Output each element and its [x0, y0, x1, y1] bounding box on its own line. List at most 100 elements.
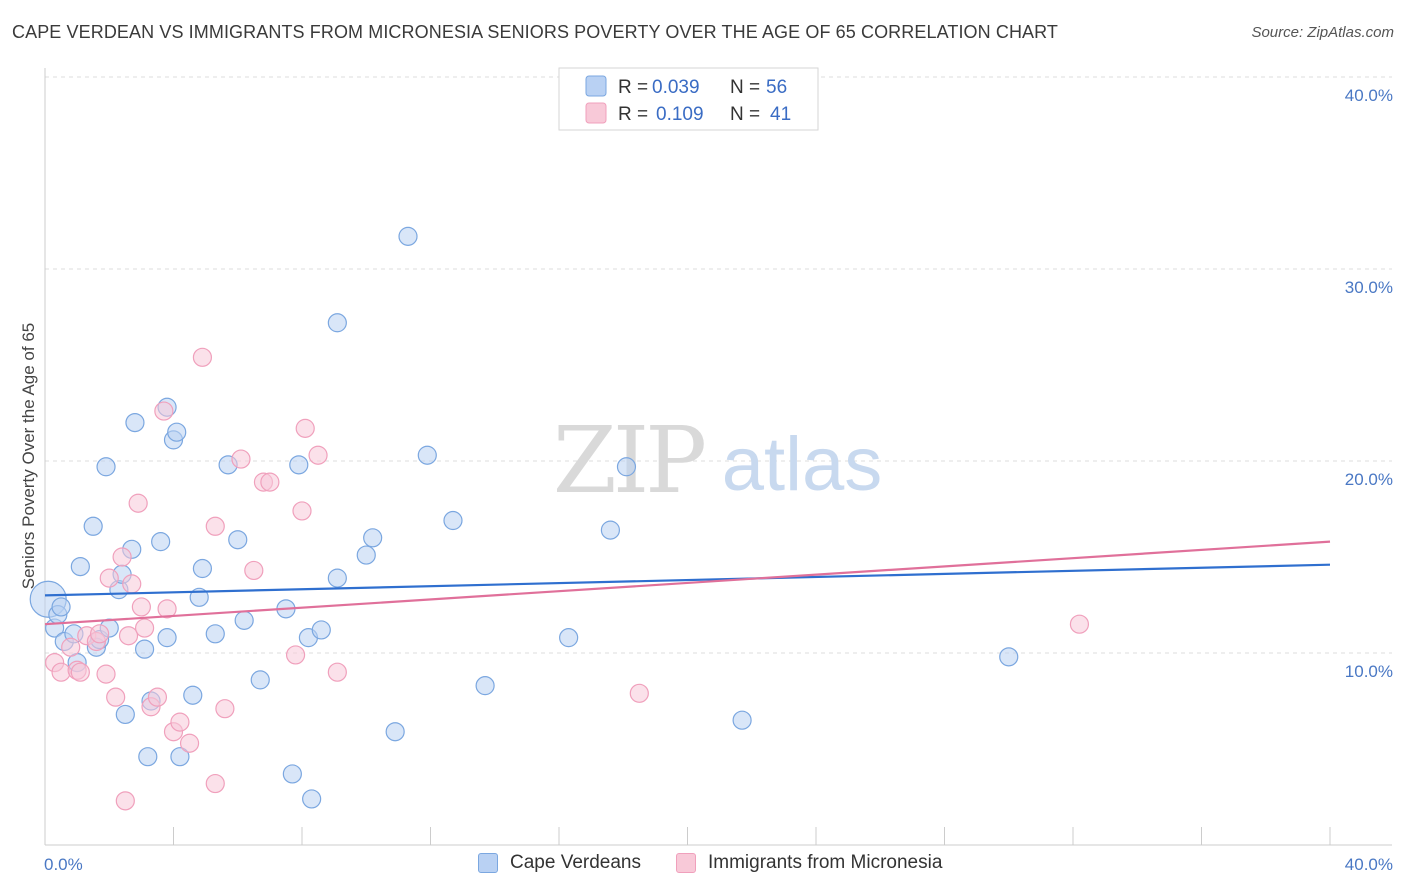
cape-verdean-point-29	[192, 558, 213, 579]
cape-verdean-point-42	[327, 313, 347, 333]
axes	[44, 68, 1392, 846]
micronesia-point-28	[215, 699, 235, 719]
cape-verdean-point-26	[170, 747, 190, 767]
micronesia-point-9	[99, 568, 119, 588]
micronesia-point-14	[122, 574, 142, 594]
micronesia-point-17	[134, 618, 155, 638]
micronesia-point-37	[327, 662, 347, 682]
chart-title: CAPE VERDEAN VS IMMIGRANTS FROM MICRONES…	[12, 22, 1059, 42]
cape-verdean-point-18	[134, 639, 155, 659]
y-tick-label-0: 10.0%	[1345, 662, 1393, 681]
micronesia-point-10	[106, 687, 126, 707]
legend-r-value-1: 0.039	[652, 77, 700, 98]
micronesia-point-33	[285, 645, 306, 665]
cape-verdean-point-11	[96, 457, 116, 477]
micronesia-point-7	[90, 624, 110, 644]
cape-verdean-point-44	[363, 528, 383, 548]
cape-verdean-point-32	[228, 530, 248, 550]
cape-verdean-point-39	[302, 789, 322, 809]
cape-verdean-point-43	[356, 545, 376, 565]
micronesia-point-11	[112, 547, 132, 567]
legend-n-value-1: 56	[766, 77, 787, 98]
micronesia-point-2	[61, 637, 81, 657]
micronesia-point-29	[231, 449, 251, 469]
legend: R = 0.039 N = 56 R = 0.109 N = 41	[558, 67, 819, 131]
bottom-legend-swatch-cape-verdeans	[478, 853, 498, 873]
cape-verdean-point-40	[311, 620, 331, 640]
cape-verdean-point-7	[70, 556, 90, 577]
y-axis-label: Seniors Poverty Over the Age of 65	[19, 323, 38, 589]
micronesia-point-21	[157, 599, 177, 619]
cape-verdean-trend-line	[44, 563, 1331, 597]
grid-lines	[45, 76, 1392, 654]
legend-swatch-micronesia	[585, 102, 607, 124]
micronesia-point-32	[260, 472, 280, 492]
legend-n-label-1: N =	[730, 77, 760, 98]
cape-verdean-point-3	[51, 597, 71, 617]
micronesia-point-16	[131, 597, 151, 617]
cape-verdean-point-27	[183, 685, 203, 705]
micronesia-point-1	[51, 662, 71, 682]
micronesia-point-36	[308, 445, 328, 465]
micronesia-point-4	[70, 662, 90, 682]
cape-verdean-point-51	[600, 520, 621, 540]
x-tick-labels: 0.0% 40.0%	[44, 855, 1393, 874]
micronesia-point-15	[128, 493, 148, 513]
bottom-legend-swatch-micronesia	[676, 853, 696, 873]
micronesia-point-34	[292, 501, 312, 521]
cape-verdean-point-22	[157, 628, 177, 648]
source-label: Source: ZipAtlas.com	[1251, 24, 1394, 41]
cape-verdean-point-15	[115, 704, 135, 725]
cape-verdean-point-48	[443, 510, 463, 531]
cape-verdean-point-41	[327, 568, 347, 588]
cape-verdean-point-25	[167, 422, 187, 442]
cape-verdean-point-21	[151, 532, 171, 552]
cape-verdean-point-36	[282, 764, 302, 784]
micronesia-trend-line	[44, 540, 1331, 626]
bottom-legend-label-micronesia: Immigrants from Micronesia	[708, 852, 943, 873]
cape-verdean-point-49	[475, 676, 495, 696]
micronesia-point-24	[179, 733, 200, 753]
data-points	[29, 226, 1090, 811]
legend-n-value-2: 41	[770, 104, 791, 125]
cape-verdean-point-37	[289, 455, 309, 475]
cape-verdean-point-19	[138, 747, 158, 767]
micronesia-point-25	[192, 347, 213, 367]
bottom-legend: Cape Verdeans Immigrants from Micronesia	[0, 852, 1406, 876]
x-tick-label-0: 0.0%	[44, 855, 83, 874]
micronesia-point-19	[147, 687, 168, 707]
cape-verdean-point-52	[616, 457, 637, 477]
cape-verdean-point-45	[385, 722, 405, 742]
micronesia-point-13	[118, 626, 139, 646]
watermark-atlas: atlas	[722, 422, 883, 507]
x-tick-label-1: 40.0%	[1345, 855, 1393, 874]
cape-verdean-point-8	[83, 516, 103, 536]
y-tick-label-1: 20.0%	[1345, 470, 1393, 489]
cape-verdean-point-34	[250, 670, 270, 690]
y-tick-label-2: 30.0%	[1345, 278, 1393, 297]
bottom-legend-item-micronesia: Immigrants from Micronesia	[676, 852, 942, 874]
cape-verdean-point-53	[732, 710, 752, 730]
micronesia-point-35	[295, 418, 315, 438]
micronesia-point-12	[115, 791, 135, 811]
micronesia-point-26	[205, 516, 225, 536]
cape-verdean-point-50	[559, 628, 579, 648]
micronesia-point-30	[244, 560, 264, 581]
trend-lines	[44, 540, 1331, 626]
y-tick-labels: 10.0% 20.0% 30.0% 40.0%	[1345, 86, 1393, 681]
legend-swatch-cape-verdeans	[585, 75, 607, 97]
legend-r-label-1: R =	[618, 77, 648, 98]
bottom-legend-label-cape-verdeans: Cape Verdeans	[510, 852, 641, 873]
cape-verdean-point-30	[205, 624, 225, 644]
micronesia-point-39	[1069, 614, 1090, 634]
micronesia-point-20	[154, 401, 174, 421]
bottom-legend-item-cape-verdeans: Cape Verdeans	[478, 852, 641, 874]
cape-verdean-point-17	[125, 413, 145, 433]
cape-verdean-point-33	[234, 610, 254, 630]
legend-r-label-2: R =	[618, 104, 648, 125]
cape-verdean-point-46	[398, 226, 418, 246]
micronesia-point-8	[96, 664, 116, 684]
micronesia-point-38	[629, 683, 649, 703]
cape-verdean-point-47	[417, 445, 437, 465]
